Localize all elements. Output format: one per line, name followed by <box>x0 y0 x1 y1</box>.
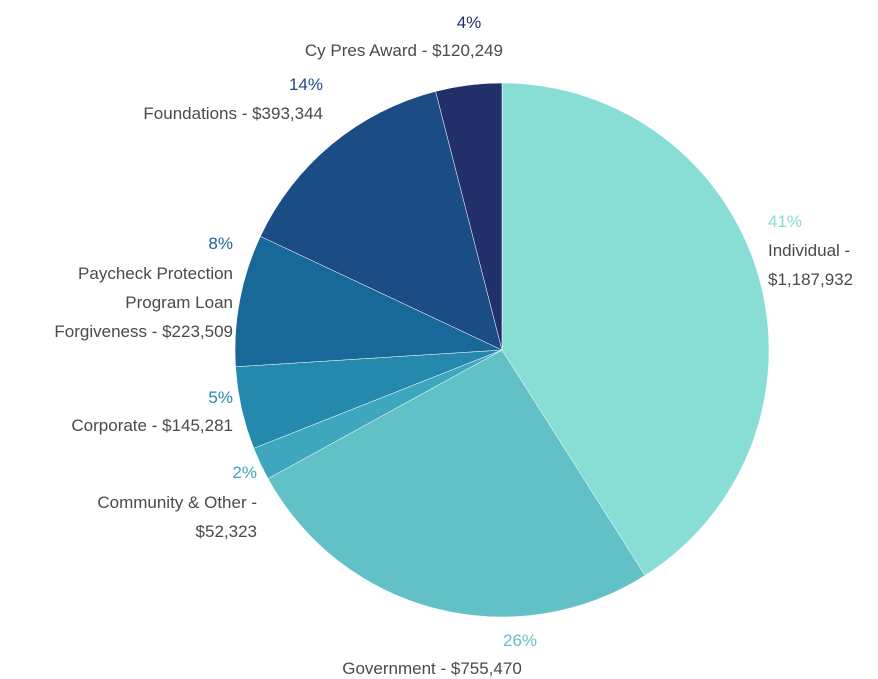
slice-label: Government - $755,470 <box>342 658 522 678</box>
pie-slice <box>435 82 503 351</box>
slice-label: Paycheck Protection Program Loan Forgive… <box>54 263 233 341</box>
slice-label: Community & Other - $52,323 <box>97 492 257 541</box>
pie-slice <box>260 91 503 351</box>
percent-label: 4% <box>456 12 482 32</box>
slice-label: Foundations - $393,344 <box>143 103 323 123</box>
pie-slice <box>267 349 646 618</box>
percent-label: 5% <box>208 387 233 407</box>
slice-label: Cy Pres Award - $120,249 <box>304 40 503 60</box>
slice-label: Individual - $1,187,932 <box>768 240 854 289</box>
percent-label: 41% <box>768 211 803 231</box>
pie-slice <box>501 82 770 576</box>
pie-slice <box>234 235 503 368</box>
percent-label: 14% <box>288 74 323 94</box>
percent-label: 8% <box>208 233 233 253</box>
slice-label: Corporate - $145,281 <box>71 415 233 435</box>
percent-label: 2% <box>232 462 257 482</box>
percent-label: 26% <box>502 630 538 650</box>
